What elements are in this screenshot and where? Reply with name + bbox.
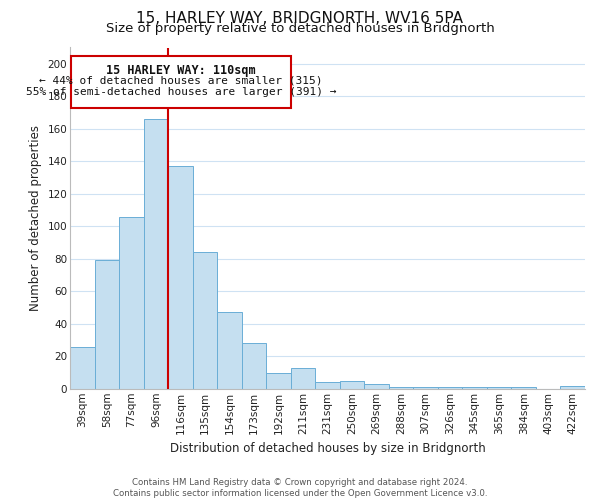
Bar xyxy=(560,386,585,389)
Bar xyxy=(143,119,168,389)
Text: 15, HARLEY WAY, BRIDGNORTH, WV16 5PA: 15, HARLEY WAY, BRIDGNORTH, WV16 5PA xyxy=(137,11,464,26)
Bar xyxy=(438,387,463,389)
Bar xyxy=(487,387,511,389)
Bar xyxy=(242,344,266,389)
Bar xyxy=(389,387,413,389)
Text: ← 44% of detached houses are smaller (315): ← 44% of detached houses are smaller (31… xyxy=(39,75,323,85)
Text: 15 HARLEY WAY: 110sqm: 15 HARLEY WAY: 110sqm xyxy=(106,64,256,77)
Bar xyxy=(71,56,291,108)
Bar xyxy=(70,346,95,389)
Bar xyxy=(364,384,389,389)
Bar xyxy=(315,382,340,389)
X-axis label: Distribution of detached houses by size in Bridgnorth: Distribution of detached houses by size … xyxy=(170,442,485,455)
Bar xyxy=(463,387,487,389)
Bar xyxy=(511,387,536,389)
Text: 55% of semi-detached houses are larger (391) →: 55% of semi-detached houses are larger (… xyxy=(26,86,336,97)
Bar xyxy=(95,260,119,389)
Text: Contains HM Land Registry data © Crown copyright and database right 2024.
Contai: Contains HM Land Registry data © Crown c… xyxy=(113,478,487,498)
Y-axis label: Number of detached properties: Number of detached properties xyxy=(29,125,42,311)
Bar xyxy=(413,387,438,389)
Bar xyxy=(266,372,291,389)
Bar xyxy=(291,368,315,389)
Bar xyxy=(340,380,364,389)
Bar xyxy=(217,312,242,389)
Bar xyxy=(168,166,193,389)
Text: Size of property relative to detached houses in Bridgnorth: Size of property relative to detached ho… xyxy=(106,22,494,35)
Bar xyxy=(119,216,143,389)
Bar xyxy=(193,252,217,389)
